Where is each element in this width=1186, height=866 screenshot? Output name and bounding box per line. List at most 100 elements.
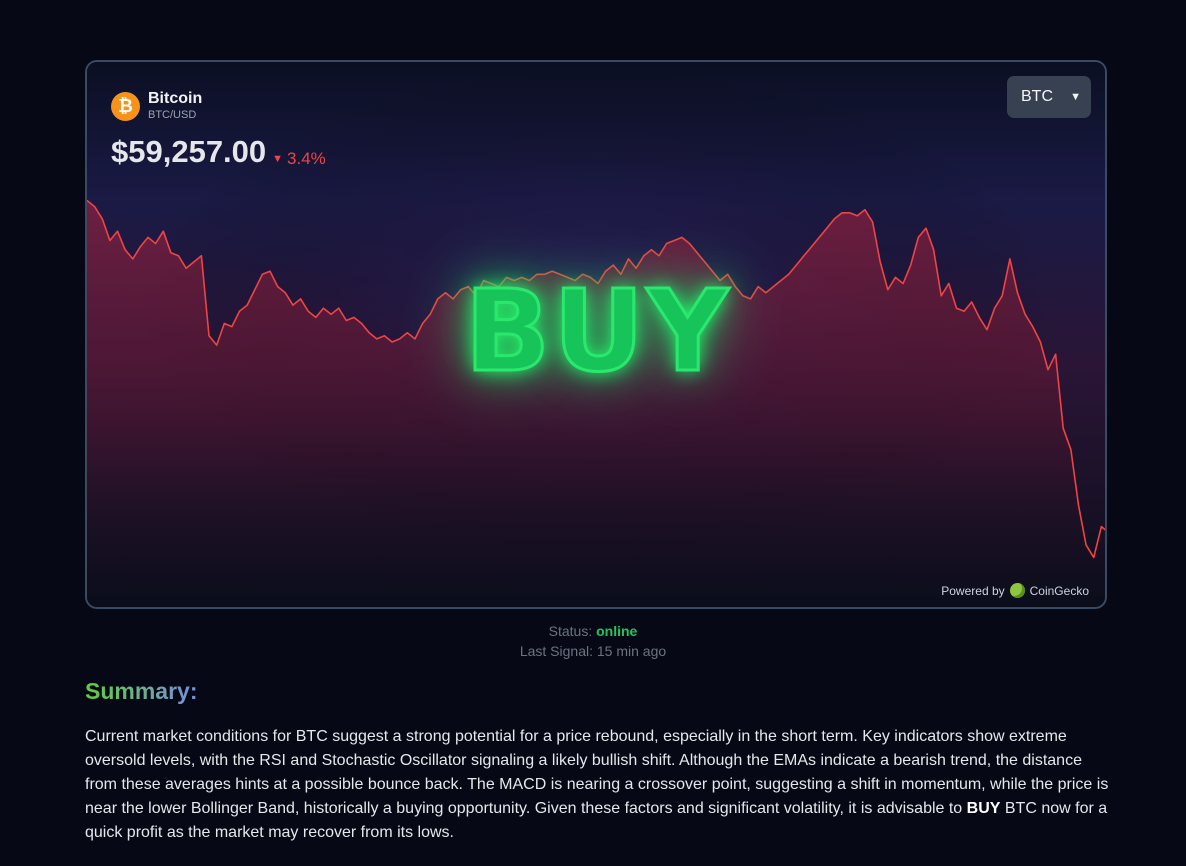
coin-name: Bitcoin bbox=[148, 90, 203, 107]
price-point bbox=[414, 338, 416, 340]
price-point bbox=[917, 236, 919, 238]
price-point bbox=[833, 218, 836, 220]
price-point bbox=[277, 286, 279, 288]
price-point bbox=[681, 236, 683, 238]
last-signal: Last Signal: 15 min ago bbox=[519, 643, 667, 659]
price-point bbox=[757, 286, 759, 288]
price-point bbox=[910, 264, 912, 266]
coin-select[interactable]: BTC ▼ bbox=[1007, 76, 1091, 118]
price-point bbox=[269, 270, 271, 272]
price-point bbox=[170, 252, 172, 254]
price-point bbox=[345, 319, 347, 322]
price-point bbox=[223, 322, 225, 325]
price-point bbox=[627, 258, 630, 260]
price-point bbox=[208, 335, 210, 337]
price-point bbox=[376, 338, 378, 340]
price-point bbox=[429, 313, 431, 315]
price-point bbox=[971, 301, 973, 303]
price-change: ▼ 3.4% bbox=[272, 149, 326, 169]
price-point bbox=[162, 230, 164, 232]
price-point bbox=[1024, 313, 1026, 315]
price-point bbox=[589, 276, 591, 278]
price-point bbox=[582, 273, 584, 275]
price-point bbox=[307, 310, 309, 312]
price-row: $59,257.00 ▼ 3.4% bbox=[111, 134, 326, 170]
price-point bbox=[620, 273, 622, 275]
price-point bbox=[147, 236, 149, 238]
price-point bbox=[132, 258, 134, 260]
price-point bbox=[315, 316, 317, 318]
price-point bbox=[338, 307, 340, 309]
price-point bbox=[200, 255, 202, 257]
price-point bbox=[139, 246, 141, 248]
price-point bbox=[780, 279, 782, 282]
price-chart bbox=[87, 62, 1105, 607]
price-point bbox=[361, 322, 363, 325]
price-point bbox=[650, 249, 653, 251]
price-point bbox=[1085, 544, 1087, 546]
price-point bbox=[849, 212, 851, 214]
price-point bbox=[658, 255, 660, 257]
price-point bbox=[1032, 326, 1034, 328]
price-point bbox=[925, 227, 927, 229]
price-point bbox=[322, 307, 324, 309]
price-point bbox=[444, 292, 447, 294]
coin-select-value: BTC bbox=[1021, 88, 1053, 105]
price-point bbox=[399, 338, 401, 340]
price-point bbox=[368, 332, 370, 334]
price-point bbox=[155, 242, 157, 245]
price-point bbox=[940, 295, 942, 297]
price-point bbox=[612, 264, 614, 266]
coin-header: ₿ Bitcoin BTC/USD bbox=[111, 90, 202, 122]
price-point bbox=[505, 276, 508, 278]
current-price: $59,257.00 bbox=[111, 134, 267, 169]
price-point bbox=[872, 221, 874, 223]
price-point bbox=[116, 230, 119, 232]
status-value: online bbox=[596, 623, 638, 639]
price-point bbox=[475, 295, 477, 297]
price-point bbox=[902, 282, 904, 285]
status-label: Status: bbox=[548, 623, 593, 639]
price-point bbox=[818, 236, 820, 238]
price-point bbox=[963, 310, 965, 312]
price-point bbox=[551, 270, 553, 272]
price-point bbox=[597, 282, 599, 285]
bitcoin-icon: ₿ bbox=[111, 91, 140, 121]
price-point bbox=[635, 267, 637, 269]
price-point bbox=[643, 255, 645, 257]
price-point bbox=[704, 261, 706, 263]
price-point bbox=[803, 255, 805, 257]
price-point bbox=[292, 304, 294, 306]
price-point bbox=[498, 286, 500, 288]
price-point bbox=[406, 332, 408, 334]
price-point bbox=[467, 286, 469, 288]
price-point bbox=[864, 209, 866, 211]
price-point bbox=[841, 212, 843, 214]
coin-pair: BTC/USD bbox=[148, 109, 197, 121]
price-point bbox=[727, 273, 729, 275]
price-point bbox=[559, 273, 561, 275]
price-point bbox=[711, 270, 714, 272]
price-point bbox=[513, 279, 515, 282]
price-point bbox=[521, 276, 523, 278]
price-point bbox=[536, 273, 538, 275]
powered-by[interactable]: Powered by CoinGecko bbox=[941, 583, 1089, 598]
price-point bbox=[177, 255, 180, 257]
summary-text-before: Current market conditions for BTC sugges… bbox=[85, 728, 1109, 817]
chevron-down-icon: ▼ bbox=[1070, 91, 1081, 103]
price-point bbox=[688, 242, 691, 245]
price-change-value: 3.4% bbox=[287, 149, 326, 168]
price-point bbox=[1070, 449, 1072, 451]
price-point bbox=[1100, 526, 1102, 528]
price-point bbox=[422, 322, 424, 325]
price-point bbox=[673, 239, 675, 242]
summary-text-after: BTC now for a quick profit as the market… bbox=[85, 800, 1108, 841]
price-point bbox=[109, 239, 111, 242]
price-area bbox=[87, 200, 1105, 607]
price-point bbox=[544, 273, 546, 275]
status-block: Status: online Last Signal: 15 min ago bbox=[0, 621, 1186, 661]
price-point bbox=[742, 295, 744, 297]
price-point bbox=[261, 273, 263, 275]
powered-by-prefix: Powered by bbox=[941, 583, 1005, 598]
price-point bbox=[666, 242, 668, 245]
